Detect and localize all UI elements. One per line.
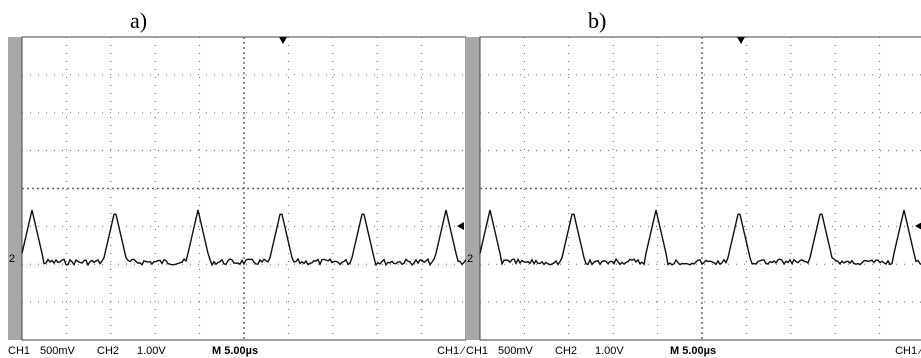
status-trigger: CH1 ∕: [437, 345, 466, 357]
side-strip: [466, 37, 480, 340]
status-ch1-scale: 500mV: [40, 345, 76, 357]
side-strip: [8, 37, 22, 340]
status-ch1-scale: 500mV: [498, 345, 534, 357]
status-ch2-scale: 1.00V: [137, 345, 166, 357]
oscilloscope-figure: 2 CH1 500mV CH2 1.00V M 5.00µs CH1 ∕ a) 2 CH1 500m…: [0, 0, 921, 358]
status-ch2-scale: 1.00V: [595, 345, 624, 357]
channel-marker: 2: [467, 253, 473, 265]
status-timebase: M 5.00µs: [670, 345, 716, 357]
status-ch2: CH2: [97, 345, 119, 357]
status-ch2: CH2: [555, 345, 577, 357]
status-timebase: M 5.00µs: [212, 345, 258, 357]
scope-panel: 2 CH1 500mV CH2 1.00V M 5.00µs CH1 ∕: [8, 37, 466, 357]
panel-label: a): [130, 8, 147, 33]
channel-marker: 2: [9, 253, 15, 265]
status-trigger: CH1 ∕: [895, 345, 921, 357]
scope-panel: 2 CH1 500mV CH2 1.00V M 5.00µs CH1 ∕: [466, 37, 921, 357]
status-ch1: CH1: [466, 345, 488, 357]
status-ch1: CH1: [8, 345, 30, 357]
panel-label: b): [588, 8, 606, 33]
